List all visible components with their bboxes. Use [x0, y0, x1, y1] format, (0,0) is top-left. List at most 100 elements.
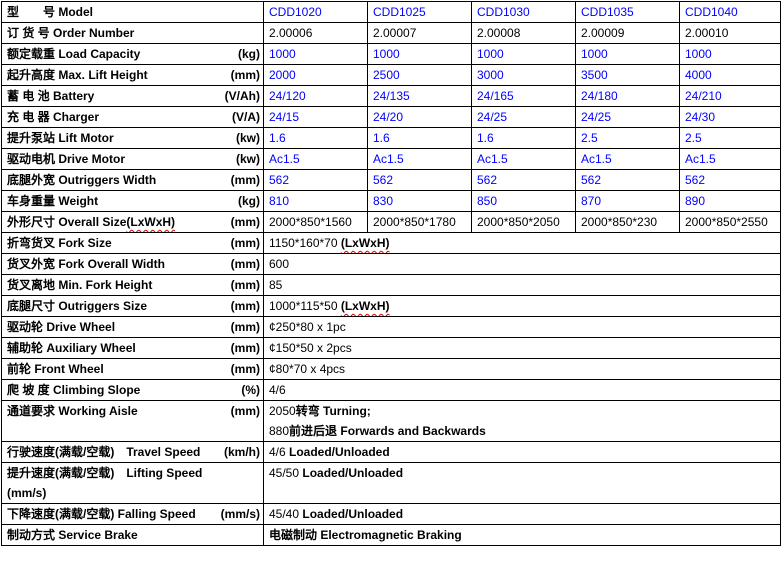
- spec-value-line: ¢150*50 x 2pcs: [269, 339, 777, 358]
- spec-value-cell: 2.00006: [263, 22, 368, 44]
- spec-value: ¢80*70 x 4pcs: [269, 362, 346, 376]
- spec-value: 2.00007: [373, 26, 417, 40]
- spec-value: CDD1035: [581, 5, 634, 19]
- table-row: 驱动电机 Drive Motor (kw) Ac1.5 Ac1.5 Ac1.5 Ac1.5…: [1, 148, 781, 170]
- table-row: 车身重量 Weight (kg) 810 830 850 870 890: [1, 190, 781, 212]
- spec-label-line: 提升速度(满载/空载) Lifting Speed: [7, 464, 260, 484]
- spec-value: 890: [685, 194, 706, 208]
- spec-value: 2.5: [581, 131, 598, 145]
- spec-value-line: Ac1.5: [685, 150, 777, 169]
- spec-label-line: 驱动电机 Drive Motor (kw): [7, 150, 260, 169]
- spec-value-line: 24/180: [581, 87, 676, 106]
- spec-value-cell: 2000*850*2550: [679, 211, 781, 233]
- spec-label: 底腿外宽 Outriggers Width: [7, 173, 157, 187]
- spec-value-line: 2.00008: [477, 24, 572, 43]
- spec-value-line2: 880前进后退 Forwards and Backwards: [269, 421, 777, 441]
- spec-value: 4/6: [269, 445, 290, 459]
- spec-label-cell: 折弯货叉 Fork Size (mm): [1, 232, 264, 254]
- spec-label-cell: 行驶速度(满载/空载) Travel Speed (km/h): [1, 441, 264, 463]
- spec-value: 2.00008: [477, 26, 521, 40]
- spec-value-suffix: 电磁制动 Electromagnetic Braking: [269, 528, 462, 542]
- spec-value-cell: 1000: [367, 43, 472, 65]
- spec-value-line: Ac1.5: [477, 150, 572, 169]
- spec-merged-value-cell: ¢150*50 x 2pcs: [263, 337, 781, 359]
- spec-value-cell: 850: [471, 190, 576, 212]
- spec-unit: (mm): [230, 215, 260, 229]
- spec-label: 底腿尺寸 Outriggers Size: [7, 299, 148, 313]
- spec-label-cell: 提升速度(满载/空载) Lifting Speed (mm/s): [1, 462, 264, 504]
- spec-value: 830: [373, 194, 394, 208]
- spec-value-cell: 870: [575, 190, 680, 212]
- spec-merged-value-cell: 电磁制动 Electromagnetic Braking: [263, 524, 781, 546]
- spec-value-cell: 2.00010: [679, 22, 781, 44]
- spec-value: 2.5: [685, 131, 702, 145]
- spec-label-line: 折弯货叉 Fork Size (mm): [7, 234, 260, 253]
- spec-label-cell: 车身重量 Weight (kg): [1, 190, 264, 212]
- spec-value: 4/6: [269, 383, 286, 397]
- table-row: 下降速度(满载/空载) Falling Speed (mm/s) 45/40 Loa…: [1, 503, 781, 525]
- spec-value-line: 1.6: [373, 129, 468, 148]
- spec-label: 外形尺寸 Overall Size: [7, 215, 127, 229]
- spec-value-line: 1000: [373, 45, 468, 64]
- spec-value-line: 24/135: [373, 87, 468, 106]
- spec-value-line: 45/40 Loaded/Unloaded: [269, 505, 777, 524]
- spec-merged-value-cell: 1150*160*70 (LxWxH): [263, 232, 781, 254]
- spec-value: 24/25: [477, 110, 508, 124]
- spec-label: 行驶速度(满载/空载) Travel Speed: [7, 445, 201, 459]
- spec-merged-value-cell: 45/40 Loaded/Unloaded: [263, 503, 781, 525]
- spec-label-cell: 爬 坡 度 Climbing Slope (%): [1, 379, 264, 401]
- spec-value: 2050: [269, 404, 296, 418]
- spec-unit: (mm/s): [7, 486, 47, 500]
- spec-value-line: 2000*850*1560: [269, 213, 364, 232]
- spec-value-cell: 24/210: [679, 85, 781, 107]
- spec-value-line: ¢80*70 x 4pcs: [269, 360, 777, 379]
- spec-value-line: 830: [373, 192, 468, 211]
- spec-value-line: 45/50 Loaded/Unloaded: [269, 464, 777, 484]
- spec-value-line: 2000*850*230: [581, 213, 676, 232]
- spec-value-line: Ac1.5: [269, 150, 364, 169]
- spec-label-line: 前轮 Front Wheel (mm): [7, 360, 260, 379]
- spec-value-cell: 562: [263, 169, 368, 191]
- spec-value-line: 1.6: [477, 129, 572, 148]
- spec-value-cell: 24/15: [263, 106, 368, 128]
- spec-value-cell: 2000*850*1780: [367, 211, 472, 233]
- spec-value-cell: 562: [575, 169, 680, 191]
- spec-label-cell: 额定载重 Load Capacity (kg): [1, 43, 264, 65]
- spec-value-suffix: 转弯 Turning;: [295, 404, 371, 418]
- spec-unit: (mm): [230, 173, 260, 187]
- spec-value-cell: 1.6: [471, 127, 576, 149]
- spec-unit: (kw): [236, 131, 260, 145]
- spec-merged-value-cell: 45/50 Loaded/Unloaded: [263, 462, 781, 504]
- spec-label-cell: 底腿外宽 Outriggers Width (mm): [1, 169, 264, 191]
- spec-value: 24/120: [269, 89, 306, 103]
- table-row: 制动方式 Service Brake 电磁制动 Electromagnetic B…: [1, 524, 781, 546]
- spec-value-cell: 2500: [367, 64, 472, 86]
- spec-value-suffix: 前进后退 Forwards and Backwards: [289, 424, 486, 438]
- spec-label-line: 底腿外宽 Outriggers Width (mm): [7, 171, 260, 190]
- spec-value: 24/15: [269, 110, 300, 124]
- spec-value-line: CDD1030: [477, 3, 572, 22]
- spec-label-line: 型 号 Model: [7, 3, 260, 22]
- spec-value-line: 1150*160*70 (LxWxH): [269, 234, 777, 253]
- spec-value-line: ¢250*80 x 1pc: [269, 318, 777, 337]
- table-row: 行驶速度(满载/空载) Travel Speed (km/h) 4/6 Loaded…: [1, 441, 781, 463]
- spec-value: ¢150*50 x 2pcs: [269, 341, 352, 355]
- spec-merged-value-cell: 600: [263, 253, 781, 275]
- spec-label: 下降速度(满载/空载) Falling Speed: [7, 507, 196, 521]
- spec-label: 额定载重 Load Capacity: [7, 47, 141, 61]
- spec-value-cell: 2000*850*230: [575, 211, 680, 233]
- spec-value: 562: [581, 173, 602, 187]
- spec-value-cell: CDD1040: [679, 1, 781, 23]
- spec-label: 货叉离地 Min. Fork Height: [7, 278, 153, 292]
- spec-value: 45/40: [269, 507, 303, 521]
- spec-value: 85: [269, 278, 283, 292]
- spec-merged-value-cell: ¢80*70 x 4pcs: [263, 358, 781, 380]
- spec-value: 2000*850*230: [581, 215, 658, 229]
- spec-value-cell: Ac1.5: [679, 148, 781, 170]
- spec-unit: (mm): [230, 257, 260, 271]
- table-row: 提升泵站 Lift Motor (kw) 1.6 1.6 1.6 2.5 2.5: [1, 127, 781, 149]
- spec-label-cell: 提升泵站 Lift Motor (kw): [1, 127, 264, 149]
- spec-merged-value-cell: 1000*115*50 (LxWxH): [263, 295, 781, 317]
- spec-value-line: 1000: [581, 45, 676, 64]
- spec-value-line: 600: [269, 255, 777, 274]
